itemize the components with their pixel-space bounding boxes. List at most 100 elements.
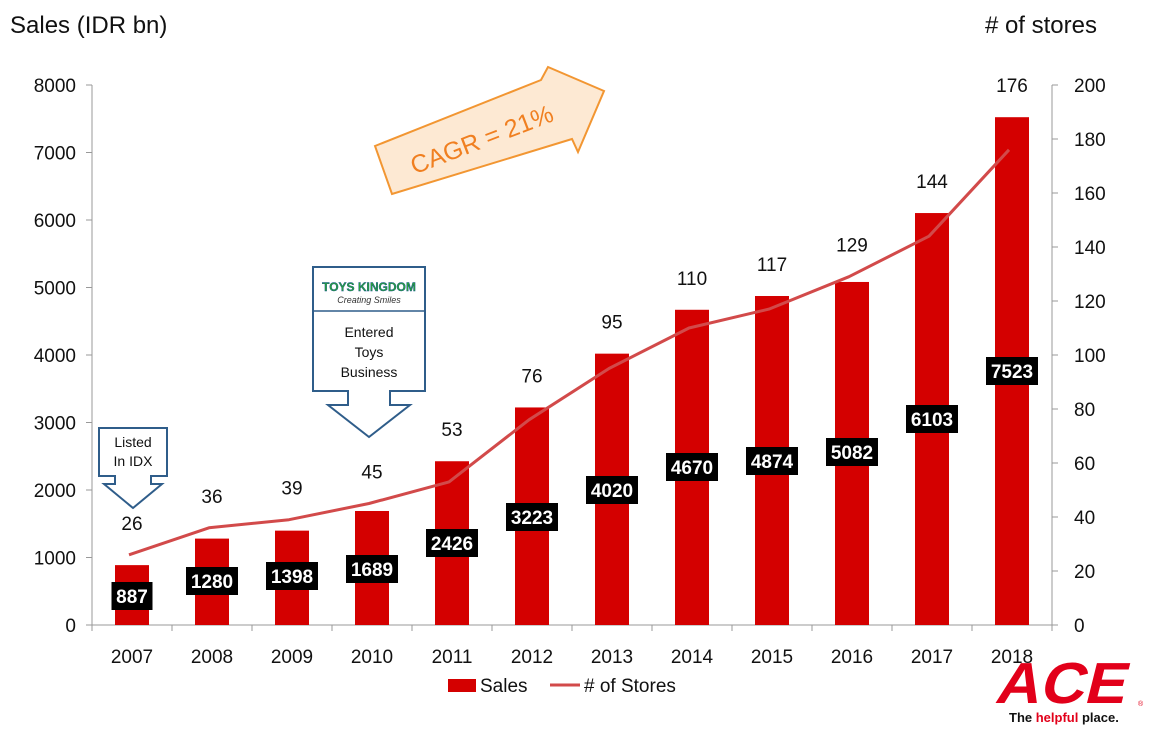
stores-data-label: 76 — [521, 366, 542, 387]
x-tick-label: 2014 — [671, 647, 714, 668]
left-tick-label: 7000 — [34, 144, 76, 165]
sales-data-label: 5082 — [831, 443, 873, 464]
left-tick-label: 6000 — [34, 211, 76, 232]
listed-idx-arrow-shape — [98, 427, 168, 510]
sales-data-label-box — [186, 567, 238, 595]
right-tick-label: 20 — [1074, 562, 1095, 583]
legend-sales-swatch — [448, 679, 476, 692]
ace-tagline-highlight: helpful — [1036, 710, 1079, 725]
x-tick-label: 2010 — [351, 647, 393, 668]
ace-logo: ACE ® The helpful place. — [991, 652, 1144, 725]
sales-data-label: 4020 — [591, 481, 633, 502]
left-tick-label: 5000 — [34, 279, 76, 300]
ace-logo-text: ACE — [991, 652, 1137, 716]
sales-data-label: 4670 — [671, 458, 713, 479]
sales-data-label-box — [586, 476, 638, 504]
x-tick-label: 2013 — [591, 647, 633, 668]
right-tick-label: 40 — [1074, 508, 1095, 529]
legend-stores-label: # of Stores — [584, 676, 676, 697]
ace-tagline-prefix: The — [1009, 710, 1036, 725]
x-tick-label: 2016 — [831, 647, 873, 668]
left-axis-title: Sales (IDR bn) — [10, 12, 168, 39]
x-tick-label: 2012 — [511, 647, 553, 668]
right-tick-label: 60 — [1074, 454, 1095, 475]
stores-data-label: 53 — [441, 420, 462, 441]
sales-data-label: 887 — [116, 587, 148, 608]
entered-toys-line2: Toys — [355, 344, 384, 360]
legend: Sales # of Stores — [448, 676, 676, 697]
stores-data-label: 110 — [677, 269, 707, 290]
x-tick-label: 2008 — [191, 647, 233, 668]
sales-data-label-box — [986, 357, 1038, 385]
x-tick-label: 2011 — [432, 647, 473, 668]
sales-data-label: 7523 — [991, 362, 1033, 383]
stores-data-label: 117 — [757, 255, 787, 276]
cagr-arrow: CAGR = 21% — [373, 65, 606, 196]
left-tick-label: 8000 — [34, 76, 76, 97]
sales-data-label: 3223 — [511, 508, 553, 529]
right-axis-title: # of stores — [984, 12, 1097, 39]
sales-data-label: 1689 — [351, 560, 393, 581]
listed-idx-line2: In IDX — [114, 453, 154, 469]
entered-toys-line3: Business — [341, 364, 398, 380]
sales-data-label: 1398 — [271, 567, 313, 588]
x-tick-label: 2015 — [751, 647, 793, 668]
sales-data-label: 1280 — [191, 572, 233, 593]
stores-data-label: 95 — [601, 313, 622, 334]
stores-data-label: 45 — [361, 463, 382, 484]
stores-data-label: 39 — [281, 479, 302, 500]
sales-data-label-box — [746, 447, 798, 475]
axes-layer: 0 1000 2000 3000 4000 5000 6000 7000 8000 0 20 40 60… — [34, 76, 1106, 668]
toys-kingdom-logo: TOYS KINGDOM Creating Smiles — [318, 272, 420, 306]
legend-sales-label: Sales — [480, 676, 528, 697]
sales-data-label: 6103 — [911, 410, 953, 431]
right-tick-label: 120 — [1074, 292, 1106, 313]
left-tick-label: 0 — [65, 616, 76, 637]
right-tick-label: 200 — [1074, 76, 1106, 97]
cagr-arrow-shape — [373, 65, 606, 196]
listed-idx-line1: Listed — [114, 434, 151, 450]
ace-tagline-suffix: place. — [1078, 710, 1118, 725]
left-tick-label: 4000 — [34, 346, 76, 367]
x-tick-label: 2018 — [991, 647, 1033, 668]
entered-toys-line1: Entered — [344, 324, 393, 340]
entered-toys-callout: TOYS KINGDOM Creating Smiles Entered Toy… — [312, 266, 426, 439]
sales-data-label-box — [506, 503, 558, 531]
labels-layer: 887 1280 1398 1689 2426 3223 4020 4670 4874 5082 6… — [111, 76, 1038, 610]
toys-kingdom-logo-text: TOYS KINGDOM — [322, 280, 416, 294]
sales-data-label-box — [111, 582, 153, 610]
stores-data-label: 36 — [201, 487, 222, 508]
x-tick-label: 2017 — [911, 647, 953, 668]
toys-kingdom-tagline: Creating Smiles — [337, 295, 401, 305]
listed-idx-callout: Listed In IDX — [98, 427, 168, 510]
sales-data-label-box — [906, 405, 958, 433]
right-tick-label: 100 — [1074, 346, 1106, 367]
ace-registered-mark: ® — [1138, 700, 1144, 708]
line-layer — [128, 148, 1011, 557]
x-tick-label: 2009 — [271, 647, 313, 668]
ace-tagline: The helpful place. — [1009, 710, 1119, 725]
right-tick-label: 180 — [1074, 130, 1106, 151]
x-tick-label: 2007 — [111, 647, 153, 668]
stores-data-label: 176 — [996, 76, 1028, 97]
left-tick-label: 1000 — [34, 549, 76, 570]
sales-data-label-box — [346, 555, 398, 583]
right-tick-label: 140 — [1074, 238, 1106, 259]
stores-data-label: 144 — [916, 172, 948, 193]
left-tick-label: 3000 — [34, 414, 76, 435]
stores-data-label: 26 — [121, 514, 142, 535]
stores-data-label: 129 — [836, 236, 868, 257]
left-tick-label: 2000 — [34, 481, 76, 502]
sales-data-label: 4874 — [751, 452, 794, 473]
stores-line — [128, 148, 1011, 557]
sales-data-label-box — [826, 438, 878, 466]
bars-layer — [115, 117, 1029, 626]
sales-data-label-box — [426, 529, 478, 557]
sales-data-label: 2426 — [431, 534, 473, 555]
sales-data-label-box — [266, 562, 318, 590]
entered-toys-arrow-shape — [312, 266, 426, 439]
right-tick-label: 160 — [1074, 184, 1106, 205]
sales-data-label-box — [666, 453, 718, 481]
right-tick-label: 0 — [1074, 616, 1085, 637]
